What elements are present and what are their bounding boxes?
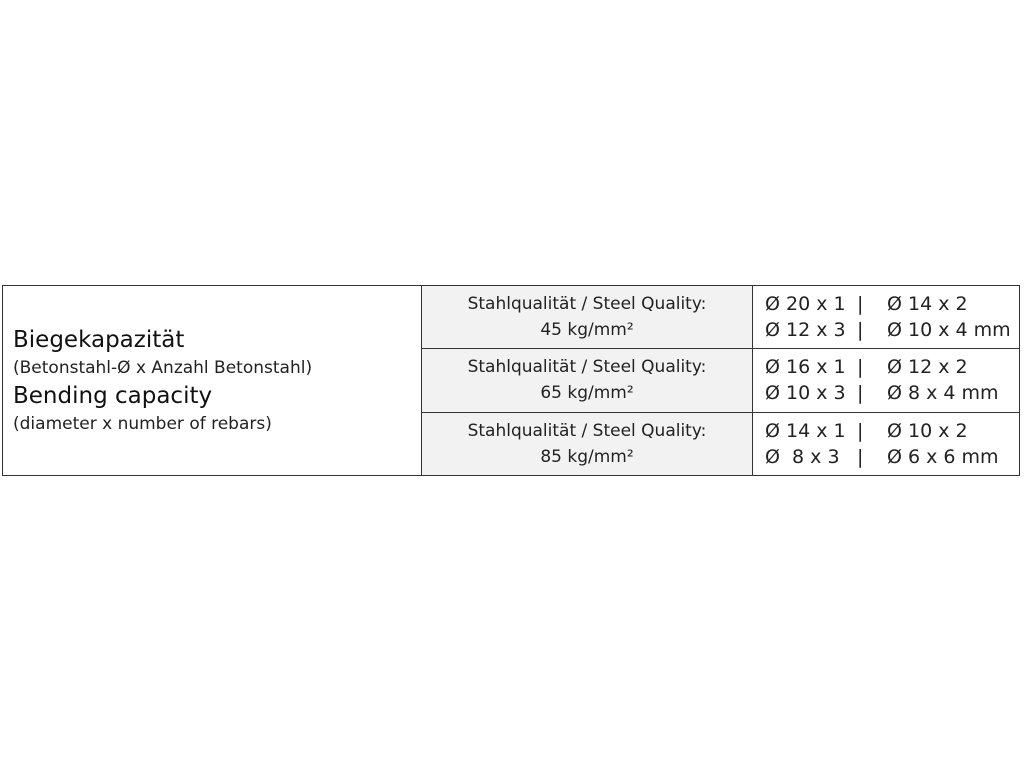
capacity-line: Ø 12 x 3 | Ø 10 x 4 mm bbox=[765, 317, 1019, 343]
capacity-value: Ø 10 x 2 bbox=[887, 419, 968, 442]
strength-value: 85 kg/mm² bbox=[540, 446, 634, 467]
capacity-cell: Ø 20 x 1 | Ø 14 x 2 Ø 12 x 3 | Ø 10 x 4 … bbox=[752, 284, 1020, 350]
quality-label: Stahlqualität / Steel Quality: bbox=[467, 357, 707, 378]
separator: | bbox=[857, 356, 864, 379]
steel-quality-cell: Stahlqualität / Steel Quality: 45 kg/mm² bbox=[421, 284, 753, 350]
table-row: Biegekapazität (Betonstahl-Ø x Anzahl Be… bbox=[2, 284, 1020, 476]
subtitle-de: (Betonstahl-Ø x Anzahl Betonstahl) bbox=[13, 357, 313, 378]
capacity-line: Ø 14 x 1 | Ø 10 x 2 bbox=[765, 418, 1019, 444]
separator: | bbox=[857, 382, 864, 405]
capacity-value: Ø 8 x 3 bbox=[765, 445, 840, 468]
table-row: Stahlqualität / Steel Quality: 85 kg/mm²… bbox=[3, 411, 1020, 477]
capacity-line: Ø 10 x 3 | Ø 8 x 4 mm bbox=[765, 380, 1019, 406]
quality-label: Stahlqualität / Steel Quality: bbox=[467, 420, 707, 441]
capacity-line: Ø 16 x 1 | Ø 12 x 2 bbox=[765, 354, 1019, 380]
steel-quality-cell: Stahlqualität / Steel Quality: 65 kg/mm² bbox=[421, 348, 753, 413]
capacity-value: Ø 6 x 6 mm bbox=[887, 445, 999, 468]
separator: | bbox=[857, 293, 864, 316]
capacity-line: Ø 20 x 1 | Ø 14 x 2 bbox=[765, 291, 1019, 317]
separator: | bbox=[857, 445, 864, 468]
capacity-line: Ø 8 x 3 | Ø 6 x 6 mm bbox=[765, 444, 1019, 470]
capacity-value: Ø 10 x 3 bbox=[765, 382, 846, 405]
subtitle-en: (diameter x number of rebars) bbox=[13, 413, 272, 434]
bending-capacity-table: Biegekapazität (Betonstahl-Ø x Anzahl Be… bbox=[2, 284, 1020, 477]
capacity-value: Ø 12 x 3 bbox=[765, 319, 846, 342]
capacity-value: Ø 14 x 1 bbox=[765, 419, 846, 442]
capacity-cell: Ø 14 x 1 | Ø 10 x 2 Ø 8 x 3 | Ø 6 x 6 mm bbox=[752, 411, 1020, 477]
steel-quality-cell: Stahlqualität / Steel Quality: 85 kg/mm² bbox=[421, 411, 753, 477]
strength-value: 65 kg/mm² bbox=[540, 383, 634, 404]
table-row: Stahlqualität / Steel Quality: 65 kg/mm²… bbox=[3, 348, 1020, 413]
capacity-value: Ø 20 x 1 bbox=[765, 293, 846, 316]
title-de: Biegekapazität bbox=[13, 326, 185, 353]
header-cell: Biegekapazität (Betonstahl-Ø x Anzahl Be… bbox=[2, 285, 422, 476]
title-en: Bending capacity bbox=[13, 382, 213, 409]
capacity-value: Ø 16 x 1 bbox=[765, 356, 846, 379]
separator: | bbox=[857, 319, 864, 342]
strength-value: 45 kg/mm² bbox=[540, 320, 634, 341]
separator: | bbox=[857, 419, 864, 442]
capacity-value: Ø 12 x 2 bbox=[887, 356, 968, 379]
quality-label: Stahlqualität / Steel Quality: bbox=[467, 294, 707, 315]
capacity-value: Ø 14 x 2 bbox=[887, 293, 968, 316]
capacity-cell: Ø 16 x 1 | Ø 12 x 2 Ø 10 x 3 | Ø 8 x 4 m… bbox=[752, 348, 1020, 413]
capacity-value: Ø 10 x 4 mm bbox=[887, 319, 1011, 342]
capacity-value: Ø 8 x 4 mm bbox=[887, 382, 999, 405]
